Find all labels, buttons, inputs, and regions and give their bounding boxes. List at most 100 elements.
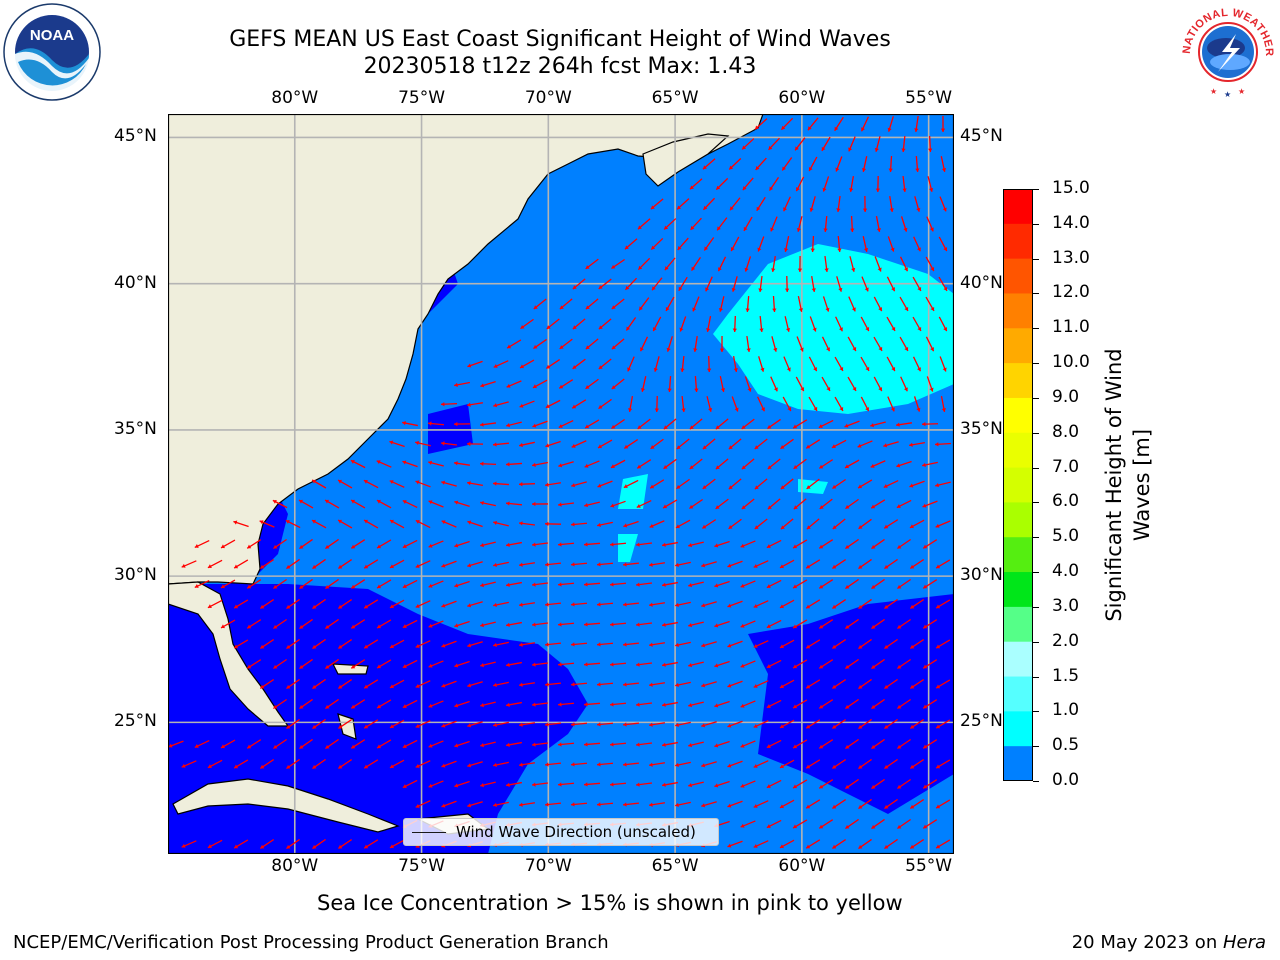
noaa-logo-text: NOAA [30, 27, 74, 44]
wave-arrow-head [338, 479, 343, 484]
wave-arrow-head [571, 682, 575, 687]
wave-arrow-head [402, 664, 407, 668]
wave-arrow-head [559, 305, 564, 310]
wave-arrow-head [845, 704, 850, 709]
wave-arrow-head [806, 804, 811, 809]
wave-arrow-head [519, 722, 523, 727]
wave-arrow-head [897, 784, 902, 789]
wave-arrow-head [402, 784, 407, 788]
wave-arrow-head [838, 327, 843, 332]
wave-arrow-head [467, 363, 472, 368]
wave-arrow-head [649, 562, 653, 567]
wave-arrow-head [559, 345, 564, 349]
wave-arrow-head [585, 384, 590, 389]
wave-arrow-head [806, 844, 811, 849]
wave-arrow-head [729, 206, 734, 211]
wave-arrow-head [782, 166, 787, 171]
wave-arrow-head [702, 524, 707, 529]
wave-arrow-head [519, 521, 523, 526]
wave-arrow-head [728, 525, 733, 529]
wave-arrow-head [312, 564, 317, 569]
wave-arrow-head [943, 286, 948, 291]
wave-arrow-head [797, 268, 803, 272]
wave-arrow-head [610, 503, 615, 508]
wave-arrow-head [532, 662, 536, 667]
wave-arrow-head [441, 683, 446, 688]
wave-arrow-head [637, 225, 642, 230]
wave-arrow-head [545, 762, 549, 767]
wave-arrow-head [877, 267, 882, 272]
wave-arrow-head [493, 682, 497, 688]
wave-arrow-head [727, 683, 732, 688]
wave-arrow-head [666, 347, 671, 352]
wave-arrow-head [793, 704, 798, 709]
wave-arrow-head [520, 324, 525, 329]
wave-arrow-head [884, 764, 889, 769]
wave-arrow-head [708, 407, 713, 412]
wave-arrow-head [260, 764, 265, 769]
wave-arrow-head [649, 523, 654, 528]
wave-arrow-head [806, 724, 811, 729]
wave-arrow-head [733, 368, 738, 372]
wave-arrow-head [611, 385, 616, 389]
wave-arrow-head [806, 684, 811, 689]
wave-arrow-head [532, 542, 536, 547]
wave-arrow-head [312, 604, 317, 609]
wave-arrow-head [793, 824, 798, 829]
wave-arrow-head [325, 499, 330, 504]
wave-arrow-head [532, 782, 536, 787]
wave-arrow-head [532, 384, 537, 389]
wave-arrow-head [637, 464, 642, 469]
wave-arrow-head [714, 623, 719, 628]
wave-arrow-head [675, 524, 680, 529]
wave-arrow-head [819, 824, 824, 829]
wave-arrow-head [584, 782, 588, 787]
wave-arrow-head [428, 583, 433, 588]
wave-arrow-head [878, 307, 883, 312]
wave-arrow-head [325, 584, 330, 589]
colorbar-segment-5 [1003, 363, 1033, 399]
wave-arrow-head [852, 386, 857, 391]
wave-arrow-head [727, 843, 732, 848]
wave-arrow-head [732, 328, 737, 332]
wave-arrow-head [351, 544, 356, 549]
wave-arrow-head [493, 442, 497, 447]
wave-arrow-head [942, 207, 947, 212]
wave-arrow-head [467, 603, 472, 608]
wave-arrow-head [858, 684, 863, 689]
wave-arrow-head [625, 285, 630, 290]
wave-arrow-head [168, 743, 173, 748]
footer-date-text: 20 May 2023 on [1071, 932, 1223, 953]
wave-arrow-head [766, 784, 771, 788]
wave-arrow-head [545, 482, 549, 487]
wave-arrow-head [871, 544, 876, 549]
wave-arrow-head [832, 525, 837, 529]
wave-arrow-head [207, 564, 212, 569]
wave-arrow-head [701, 683, 706, 688]
wave-arrow-head [610, 782, 614, 787]
wave-arrow-head [519, 802, 523, 807]
wave-arrow-head [299, 664, 304, 669]
wave-arrow-head [299, 584, 304, 589]
colorbar-tick-3: 12.0 [1052, 282, 1090, 303]
colorbar-tick-14: 1.5 [1052, 665, 1080, 686]
wave-arrow-head [480, 583, 485, 588]
colorbar-tick-mark-10 [1033, 537, 1039, 539]
wave-arrow-head [747, 387, 752, 392]
wave-arrow-head [610, 542, 614, 547]
wave-arrow-head [780, 444, 785, 449]
map-frame [168, 114, 954, 854]
wave-arrow-head [688, 743, 693, 748]
wave-arrow-head [930, 267, 935, 272]
wave-arrow-head [533, 344, 538, 349]
wave-arrow-head [402, 460, 407, 465]
wave-arrow-head [493, 481, 497, 486]
wave-arrow-head [571, 443, 576, 448]
wave-arrow-head [428, 783, 433, 788]
wave-arrow-head [702, 445, 707, 450]
wave-arrow-head [624, 245, 629, 250]
wave-arrow-head [519, 403, 524, 408]
wave-arrow-head [871, 744, 876, 749]
wave-arrow-head [826, 347, 830, 352]
